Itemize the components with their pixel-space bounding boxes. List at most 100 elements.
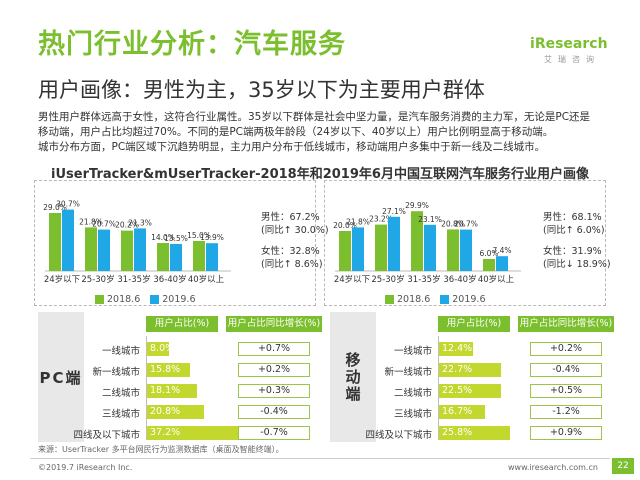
data-label: 30.7% [56, 200, 80, 209]
bar-2019.6 [170, 244, 182, 271]
data-label: 23.2% [369, 215, 393, 224]
footer-divider [30, 458, 610, 459]
legend-item-2019: 2019.6 [440, 294, 486, 305]
city-label: 三线城市 [101, 409, 140, 420]
data-label: 15.0% [187, 231, 211, 240]
city-bar [439, 384, 501, 398]
city-bar [439, 363, 502, 377]
city-bar-value: 22.7% [442, 364, 473, 375]
pc-side-label: PC端 [38, 312, 84, 442]
data-label: 27.1% [382, 207, 406, 216]
city-bar [147, 384, 197, 398]
data-label: 20.7% [454, 220, 478, 229]
bar-2018.6 [157, 243, 169, 271]
page-title: 热门行业分析：汽车服务 [38, 29, 346, 60]
change-value: +0.7% [238, 342, 310, 356]
logo-subtitle: 艾瑞咨询 [544, 55, 600, 64]
data-label: 23.1% [418, 215, 442, 224]
bar-2019.6 [352, 227, 364, 271]
chart-title: iUserTracker&mUserTracker-2018年和2019年6月中… [51, 167, 589, 182]
bar-2018.6 [375, 224, 387, 271]
bar-2019.6 [134, 228, 146, 271]
pc-gender-stats: 男性：67.2% (同比↑ 30.0%) 女性：32.8% (同比↑ 8.6%) [261, 211, 329, 271]
mobile-gender-stats: 男性：68.1% (同比↑ 6.0%) 女性：31.9% (同比↓ 18.9%) [543, 211, 611, 271]
change-value: -0.4% [530, 363, 602, 377]
legend-item-2018: 2018.6 [95, 294, 140, 305]
category-label: 31-35岁 [407, 274, 440, 285]
iresearch-logo: iResearch 艾瑞咨询 [530, 36, 610, 65]
bar-2018.6 [121, 230, 133, 271]
city-bar-value: 20.8% [150, 406, 181, 417]
city-bar-value: 37.2% [150, 427, 181, 438]
female-change: (同比↓ 18.9%) [543, 259, 611, 270]
mobile-side-label: 移动端 [330, 312, 376, 442]
city-bar [439, 342, 474, 356]
axis-line [438, 336, 439, 440]
share-header: 用户占比(%) [438, 316, 510, 332]
copyright: ©2019.7 iResearch Inc. [38, 463, 133, 472]
bar-2019.6 [424, 224, 436, 271]
data-label: 14.0% [151, 233, 175, 242]
data-label: 20.8% [441, 219, 465, 228]
category-label: 36-40岁 [443, 274, 476, 285]
pc-age-panel: 29.0% 30.7% 24岁以下 21.8% 20.7% 25-30岁 20.2% 21.3… [34, 180, 329, 306]
city-bar-value: 8.0% [150, 343, 175, 354]
city-bar [147, 426, 250, 440]
category-label: 31-35岁 [117, 274, 150, 285]
male-label: 男性： [543, 212, 572, 223]
pc-legend: 2018.6 2019.6 [95, 294, 206, 305]
source-note: 来源：UserTracker 多平台网民行为监测数据库（桌面及智能终端）。 [38, 445, 284, 454]
city-bar-value: 15.8% [150, 364, 181, 375]
description-line: 城市分布方面，PC端区域下沉趋势明显，主力用户分布于低线城市，移动端用户多集中于… [38, 141, 546, 153]
male-value: 68.1% [571, 212, 602, 223]
legend-item-2018: 2018.6 [385, 294, 430, 305]
bar-2019.6 [98, 229, 110, 271]
female-change: (同比↑ 8.6%) [261, 259, 323, 270]
male-change: (同比↑ 6.0%) [543, 225, 605, 236]
change-value: -0.4% [238, 405, 310, 419]
city-label: 二线城市 [101, 388, 140, 399]
female-label: 女性： [261, 246, 290, 257]
city-label: 新一线城市 [92, 367, 140, 378]
category-label: 24岁以下 [334, 274, 371, 285]
city-label: 一线城市 [393, 346, 432, 357]
bar-2018.6 [193, 241, 205, 271]
axis-line [146, 336, 147, 440]
data-label: 6.0% [479, 249, 498, 258]
city-bar-value: 22.5% [442, 385, 473, 396]
change-header: 用户占比同比增长(%) [518, 316, 614, 332]
bar-2019.6 [62, 209, 74, 271]
city-label: 四线及以下城市 [73, 430, 140, 441]
city-bar-value: 12.4% [442, 343, 473, 354]
logo-wordmark: iResearch [530, 36, 608, 52]
bar-2018.6 [339, 231, 351, 271]
mobile-age-chart: 20.0%21.8% 24岁以下 23.2%27.1% 25-30岁 29.9% 23.1… [333, 201, 521, 285]
mobile-legend: 2018.6 2019.6 [385, 294, 496, 305]
change-value: +0.2% [238, 363, 310, 377]
share-header: 用户占比(%) [146, 316, 218, 332]
female-label: 女性： [543, 246, 572, 257]
change-value: +0.9% [530, 426, 602, 440]
city-bar-value: 16.7% [442, 406, 473, 417]
city-label: 四线及以下城市 [365, 430, 432, 441]
male-value: 67.2% [289, 212, 320, 223]
city-bar [147, 363, 191, 377]
city-label: 一线城市 [101, 346, 140, 357]
category-label: 25-30岁 [371, 274, 404, 285]
bar-2019.6 [388, 216, 400, 271]
city-bar-value: 18.1% [150, 385, 181, 396]
category-label: 24岁以下 [44, 274, 81, 285]
pc-age-chart: 29.0%30.7% 24岁以下 21.8%20.7% 25-30岁 20.2%21.3… [43, 200, 231, 285]
data-label: 20.0% [333, 221, 357, 230]
data-label: 21.8% [79, 217, 103, 226]
bar-2018.6 [49, 213, 61, 271]
bar-2019.6 [460, 229, 472, 271]
city-label: 三线城市 [393, 409, 432, 420]
data-label: 29.0% [43, 203, 67, 212]
bar-2018.6 [483, 259, 495, 271]
data-label: 20.7% [92, 220, 116, 229]
bar-2019.6 [496, 256, 508, 271]
mobile-age-panel: 20.0% 21.8% 24岁以下 23.2% 27.1% 25-30岁 29.9% 23.1… [324, 180, 611, 306]
city-label: 新一线城市 [384, 367, 432, 378]
city-bar [147, 405, 205, 419]
